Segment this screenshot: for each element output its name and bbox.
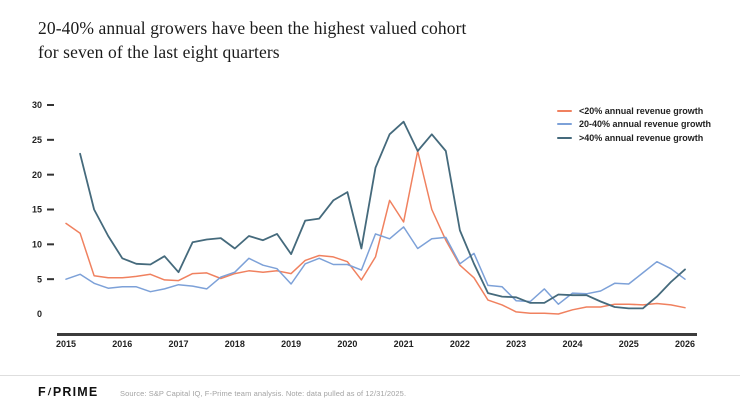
legend-line-swatch [557, 109, 572, 112]
chart-legend: <20% annual revenue growth 20-40% annual … [557, 104, 711, 145]
chart-title-line-2: for seven of the last eight quarters [38, 42, 280, 63]
y-tick-label-15: 15 [32, 205, 42, 215]
x-axis-label-2016: 2016 [112, 339, 132, 349]
legend-label: <20% annual revenue growth [579, 105, 704, 116]
y-tick-label-0: 0 [37, 309, 42, 319]
x-axis-label-2018: 2018 [225, 339, 245, 349]
legend-label: >40% annual revenue growth [579, 132, 704, 143]
x-axis-label-2020: 2020 [337, 339, 357, 349]
legend-item-2: >40% annual revenue growth [557, 131, 711, 145]
fprime-logo: F/PRIME [38, 385, 98, 399]
y-tick-label-5: 5 [37, 274, 42, 284]
legend-label: 20-40% annual revenue growth [579, 119, 712, 130]
footer-divider [0, 375, 740, 376]
y-tick-label-20: 20 [32, 170, 42, 180]
x-axis-label-2024: 2024 [562, 339, 582, 349]
x-axis-label-2021: 2021 [394, 339, 414, 349]
series-line-0 [65, 150, 686, 315]
y-tick-label-30: 30 [32, 100, 42, 110]
x-axis-label-2015: 2015 [56, 339, 76, 349]
legend-item-0: <20% annual revenue growth [557, 104, 711, 118]
chart-title: 20-40% annual growers have been the high… [38, 16, 598, 64]
x-axis-label-2019: 2019 [281, 339, 301, 349]
series-line-2 [79, 120, 686, 310]
source-note: Source: S&P Capital IQ, F-Prime team ana… [120, 389, 407, 398]
y-tick-label-10: 10 [32, 240, 42, 250]
fprime-logo-f: F [38, 385, 47, 399]
x-axis-label-2017: 2017 [169, 339, 189, 349]
x-axis-label-2025: 2025 [619, 339, 639, 349]
x-axis-label-2022: 2022 [450, 339, 470, 349]
chart-title-line-1: 20-40% annual growers have been the high… [38, 18, 467, 38]
fprime-logo-prime: PRIME [52, 385, 99, 399]
y-tick-label-25: 25 [32, 135, 42, 145]
x-axis-label-2026: 2026 [675, 339, 695, 349]
fprime-logo-slash-icon: / [47, 387, 53, 398]
legend-line-swatch [557, 136, 572, 139]
legend-line-swatch [557, 123, 572, 126]
x-axis-label-2023: 2023 [506, 339, 526, 349]
series-line-1 [65, 226, 686, 305]
legend-item-1: 20-40% annual revenue growth [557, 118, 711, 132]
